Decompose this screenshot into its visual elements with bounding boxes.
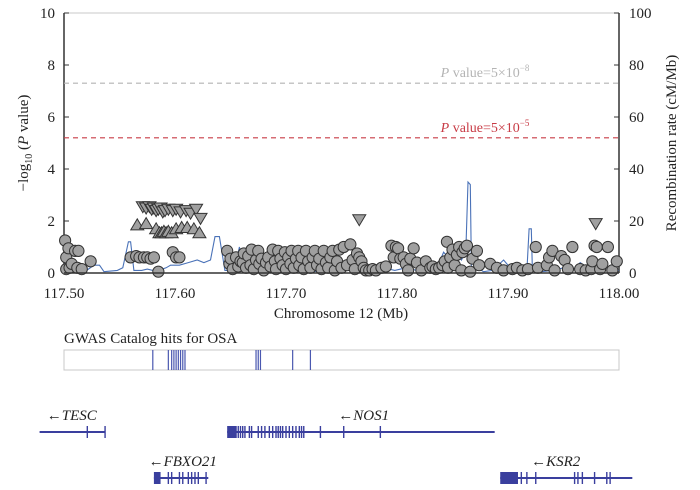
snp-point-circle xyxy=(173,251,186,264)
snp-point-triangle-down xyxy=(188,203,204,217)
gene-label-ksr2: ←KSR2 xyxy=(531,454,581,470)
snp-point-triangle-down xyxy=(588,218,604,231)
y2-tick-label: 60 xyxy=(629,110,644,126)
snp-point-circle xyxy=(464,265,477,278)
x-tick-label: 117.60 xyxy=(155,286,196,302)
snp-point-circle xyxy=(75,263,88,276)
snp-point-triangle-down xyxy=(193,212,208,226)
y2-tick-label: 100 xyxy=(629,6,652,22)
gwas-track-label: GWAS Catalog hits for OSA xyxy=(64,331,237,347)
x-tick-label: 118.00 xyxy=(599,286,640,302)
gene-label-nos1: ←NOS1 xyxy=(338,408,389,424)
threshold-label: P value=5×10−8 xyxy=(440,63,530,81)
x-tick-label: 117.90 xyxy=(488,286,529,302)
y2-tick-label: 0 xyxy=(629,266,637,282)
x-tick-label: 117.50 xyxy=(44,286,85,302)
threshold-label-exponent: −8 xyxy=(520,63,530,73)
snp-point-circle xyxy=(147,251,161,264)
gene-name: KSR2 xyxy=(545,454,581,470)
snp-point-circle xyxy=(402,264,415,277)
snp-point-circle xyxy=(561,263,575,276)
snp-point-circle xyxy=(473,259,486,272)
gene-name: TESC xyxy=(62,408,98,424)
y-axis-label: −log10 (P value) xyxy=(16,95,35,192)
snp-point-circle xyxy=(566,240,579,254)
y-tick-label: 6 xyxy=(48,110,56,126)
ylabel-mid: ( xyxy=(16,145,32,154)
y2-tick-label: 80 xyxy=(629,58,644,74)
threshold-label-p: P xyxy=(440,66,450,81)
snp-point-circle xyxy=(601,240,615,254)
snp-point-circle xyxy=(84,255,97,268)
y-tick-label: 4 xyxy=(48,162,56,178)
y2-tick-label: 40 xyxy=(629,162,644,178)
snp-point-circle xyxy=(460,239,474,252)
x-axis-label: Chromosome 12 (Mb) xyxy=(274,306,408,322)
gene-label-fbxo21: ←FBXO21 xyxy=(149,454,217,470)
threshold-label-text: value=5×10 xyxy=(449,66,520,81)
snp-point-circle xyxy=(344,238,357,251)
y-tick-label: 10 xyxy=(40,6,55,22)
gwas-track-box xyxy=(63,349,620,371)
gene-strand-arrow-icon: ← xyxy=(149,454,164,470)
y-tick-label: 8 xyxy=(48,58,56,74)
gene-label-tesc: ←TESC xyxy=(47,408,98,424)
snp-point-circle xyxy=(529,240,542,254)
gene-name: FBXO21 xyxy=(163,454,217,470)
x-tick-label: 117.80 xyxy=(377,286,418,302)
ylabel-prefix: −log xyxy=(16,163,32,191)
threshold-label-text: value=5×10 xyxy=(449,121,520,136)
snp-point-circle xyxy=(470,244,484,257)
gene-name: NOS1 xyxy=(352,408,389,424)
gene-utr-block xyxy=(153,472,161,484)
gene-strand-arrow-icon: ← xyxy=(47,408,62,424)
snp-point-triangle-up xyxy=(192,225,207,239)
snp-point-circle xyxy=(610,255,623,268)
snp-point-circle xyxy=(152,265,165,278)
y-tick-label: 2 xyxy=(48,214,56,230)
snp-point-circle xyxy=(407,242,420,255)
y2-tick-label: 20 xyxy=(629,214,644,230)
snp-point-circle xyxy=(596,257,609,270)
snp-point-circle xyxy=(590,240,603,254)
snp-point-triangle-up xyxy=(138,216,154,230)
snp-point-circle xyxy=(548,264,561,277)
threshold-label-exponent: −5 xyxy=(520,118,530,128)
threshold-label: P value=5×10−5 xyxy=(440,118,530,136)
ylabel-italic: P xyxy=(16,136,32,146)
ylabel-sub: 10 xyxy=(24,154,35,164)
y-tick-label: 0 xyxy=(48,266,56,282)
gene-strand-arrow-icon: ← xyxy=(531,454,546,470)
threshold-label-p: P xyxy=(440,121,450,136)
x-tick-label: 117.70 xyxy=(266,286,307,302)
snp-point-circle xyxy=(72,244,85,257)
gene-utr-block xyxy=(500,472,518,484)
gene-strand-arrow-icon: ← xyxy=(338,408,353,424)
snp-point-circle xyxy=(379,260,392,273)
gene-utr-block xyxy=(227,426,237,438)
snp-point-triangle-down xyxy=(351,214,367,227)
snp-point-circle xyxy=(546,244,559,257)
y2-axis-label: Recombination rate (cM/Mb) xyxy=(664,55,680,232)
ylabel-suffix: value) xyxy=(16,95,32,136)
